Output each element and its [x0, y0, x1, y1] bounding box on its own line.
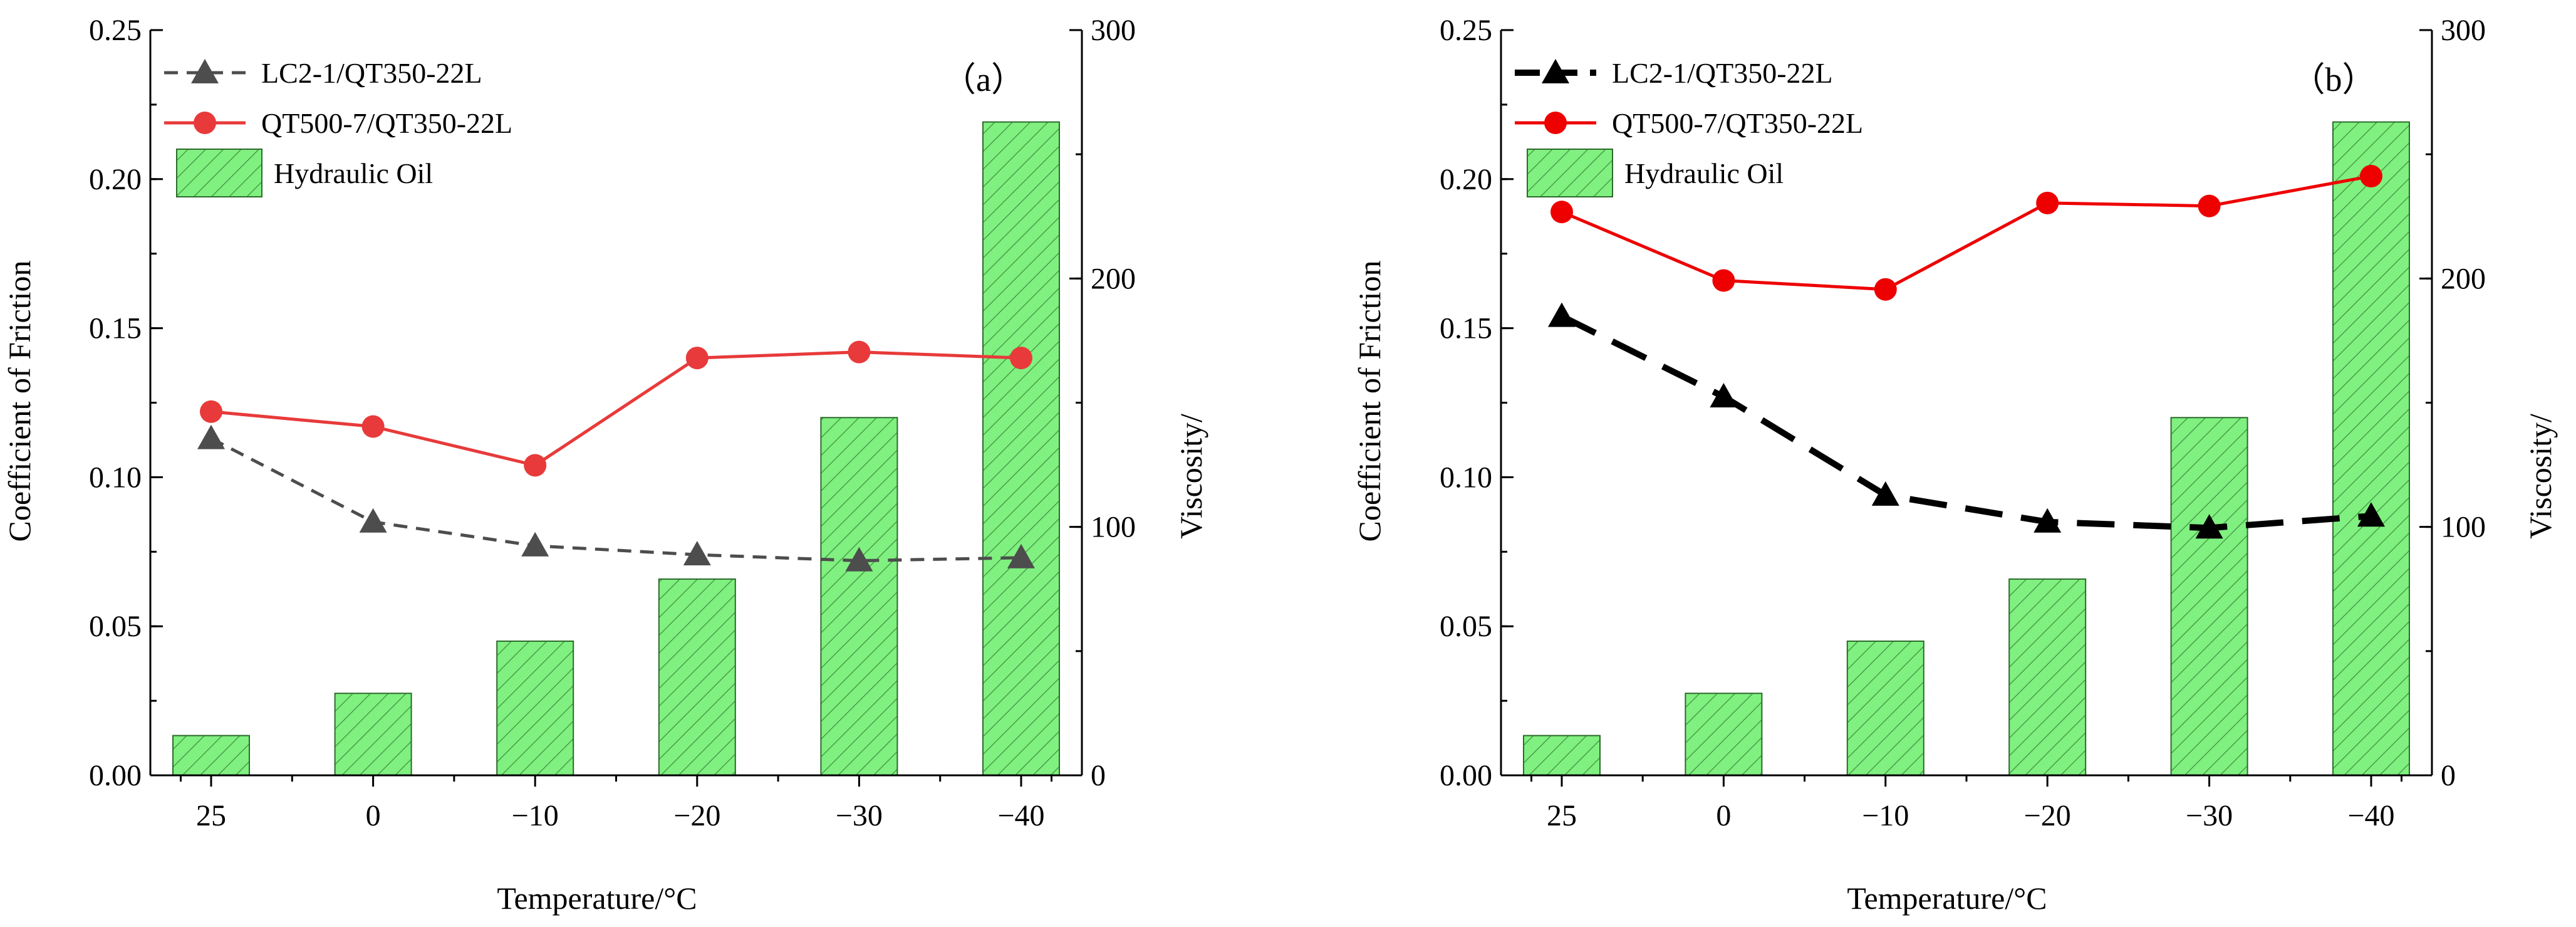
point-circle	[685, 347, 709, 370]
x-tick-label: −30	[2186, 799, 2233, 832]
bar	[2170, 417, 2248, 776]
series-line-0	[1560, 313, 2372, 532]
point-circle	[1712, 269, 1735, 292]
bar	[2008, 578, 2087, 776]
y2-tick-label: 100	[1091, 511, 1136, 544]
y2-tick-label: 0	[2441, 759, 2456, 792]
point-circle	[2360, 165, 2382, 188]
y2-axis-title: Viscosity/	[2523, 414, 2558, 539]
y2-tick-label: 300	[1091, 14, 1136, 47]
x-tick-label: −20	[2024, 799, 2071, 832]
legend-marker	[194, 112, 216, 134]
legend-label: LC2-1/QT350-22L	[261, 57, 482, 89]
y-tick-label: 0.05	[89, 610, 142, 643]
point-circle	[2198, 194, 2221, 217]
point-triangle	[2357, 502, 2385, 527]
legend-label: Hydraulic Oil	[274, 157, 433, 189]
x-tick-label: −10	[1862, 799, 1909, 832]
point-triangle	[1710, 382, 1738, 407]
point-triangle	[2195, 514, 2223, 539]
chart-panel-b: Coefficient of Friction Viscosity/ Tempe…	[1352, 14, 2558, 916]
x-tick-label: 0	[366, 799, 381, 832]
y2-tick-label: 200	[2441, 262, 2486, 295]
bar	[820, 417, 898, 776]
panel-label: （a）	[942, 61, 1025, 98]
y2-tick-label: 0	[1091, 759, 1106, 792]
legend-label: Hydraulic Oil	[1624, 157, 1784, 189]
point-triangle	[197, 424, 225, 449]
point-triangle	[1007, 543, 1035, 568]
bar	[1523, 735, 1601, 777]
x-tick-label: −30	[836, 799, 883, 832]
point-triangle	[1871, 481, 1899, 506]
point-triangle	[2033, 508, 2062, 533]
y-tick-label: 0.25	[1440, 14, 1492, 47]
y2-tick-label: 300	[2441, 14, 2486, 47]
point-circle	[1550, 201, 1573, 224]
x-axis-title: Temperature/°C	[1847, 881, 2047, 916]
y2-axis-title: Viscosity/	[1173, 414, 1208, 539]
point-triangle	[845, 547, 873, 572]
y-tick-label: 0.10	[1440, 461, 1492, 494]
legend-swatch	[176, 149, 262, 197]
point-triangle	[359, 508, 387, 533]
bar	[982, 121, 1060, 777]
y-tick-label: 0.15	[89, 312, 142, 345]
point-triangle	[521, 532, 549, 557]
y-tick-label: 0.00	[1440, 759, 1492, 792]
point-circle	[200, 400, 222, 423]
x-tick-label: 25	[1547, 799, 1577, 832]
series-line-1	[1561, 174, 2372, 291]
bar	[1685, 693, 1763, 776]
y-tick-label: 0.00	[89, 759, 142, 792]
legend-marker	[1544, 112, 1567, 134]
point-circle	[1874, 278, 1897, 301]
legend-label: LC2-1/QT350-22L	[1612, 57, 1833, 89]
point-triangle	[683, 541, 711, 566]
y-tick-label: 0.20	[1440, 163, 1492, 196]
legend-swatch	[1527, 149, 1613, 197]
point-circle	[1010, 347, 1032, 370]
legend-marker	[191, 59, 219, 83]
bar	[334, 693, 412, 776]
chart-panel-a: Coefficient of Friction Viscosity/ Tempe…	[2, 14, 1208, 916]
bar	[1846, 640, 1924, 776]
x-tick-label: −40	[997, 799, 1044, 832]
x-tick-label: −10	[512, 799, 559, 832]
bar	[172, 735, 250, 777]
point-triangle	[1548, 302, 1576, 327]
point-circle	[524, 454, 547, 477]
panel-label: （b）	[2292, 61, 2376, 98]
y-tick-label: 0.20	[89, 163, 142, 196]
x-tick-label: −40	[2347, 799, 2394, 832]
bar	[496, 640, 574, 776]
x-tick-label: 25	[196, 799, 226, 832]
y-tick-label: 0.05	[1440, 610, 1492, 643]
point-circle	[848, 340, 871, 364]
y-axis-title: Coefficient of Friction	[2, 261, 37, 542]
y-axis-title: Coefficient of Friction	[1352, 261, 1387, 542]
y2-tick-label: 100	[2441, 511, 2486, 544]
y-tick-label: 0.10	[89, 461, 142, 494]
legend-label: QT500-7/QT350-22L	[1612, 107, 1863, 139]
y-tick-label: 0.15	[1440, 312, 1492, 345]
bar	[2332, 121, 2410, 777]
legend-marker	[1542, 59, 1569, 83]
y2-tick-label: 200	[1091, 262, 1136, 295]
bar	[658, 578, 736, 776]
x-tick-label: −20	[673, 799, 720, 832]
x-tick-label: 0	[1716, 799, 1731, 832]
point-circle	[361, 415, 385, 438]
series-line-1	[210, 350, 1022, 467]
point-circle	[2036, 191, 2059, 214]
x-axis-title: Temperature/°C	[497, 881, 697, 916]
y-tick-label: 0.25	[89, 14, 142, 47]
series-line-0	[210, 437, 1022, 563]
legend-label: QT500-7/QT350-22L	[261, 107, 512, 139]
